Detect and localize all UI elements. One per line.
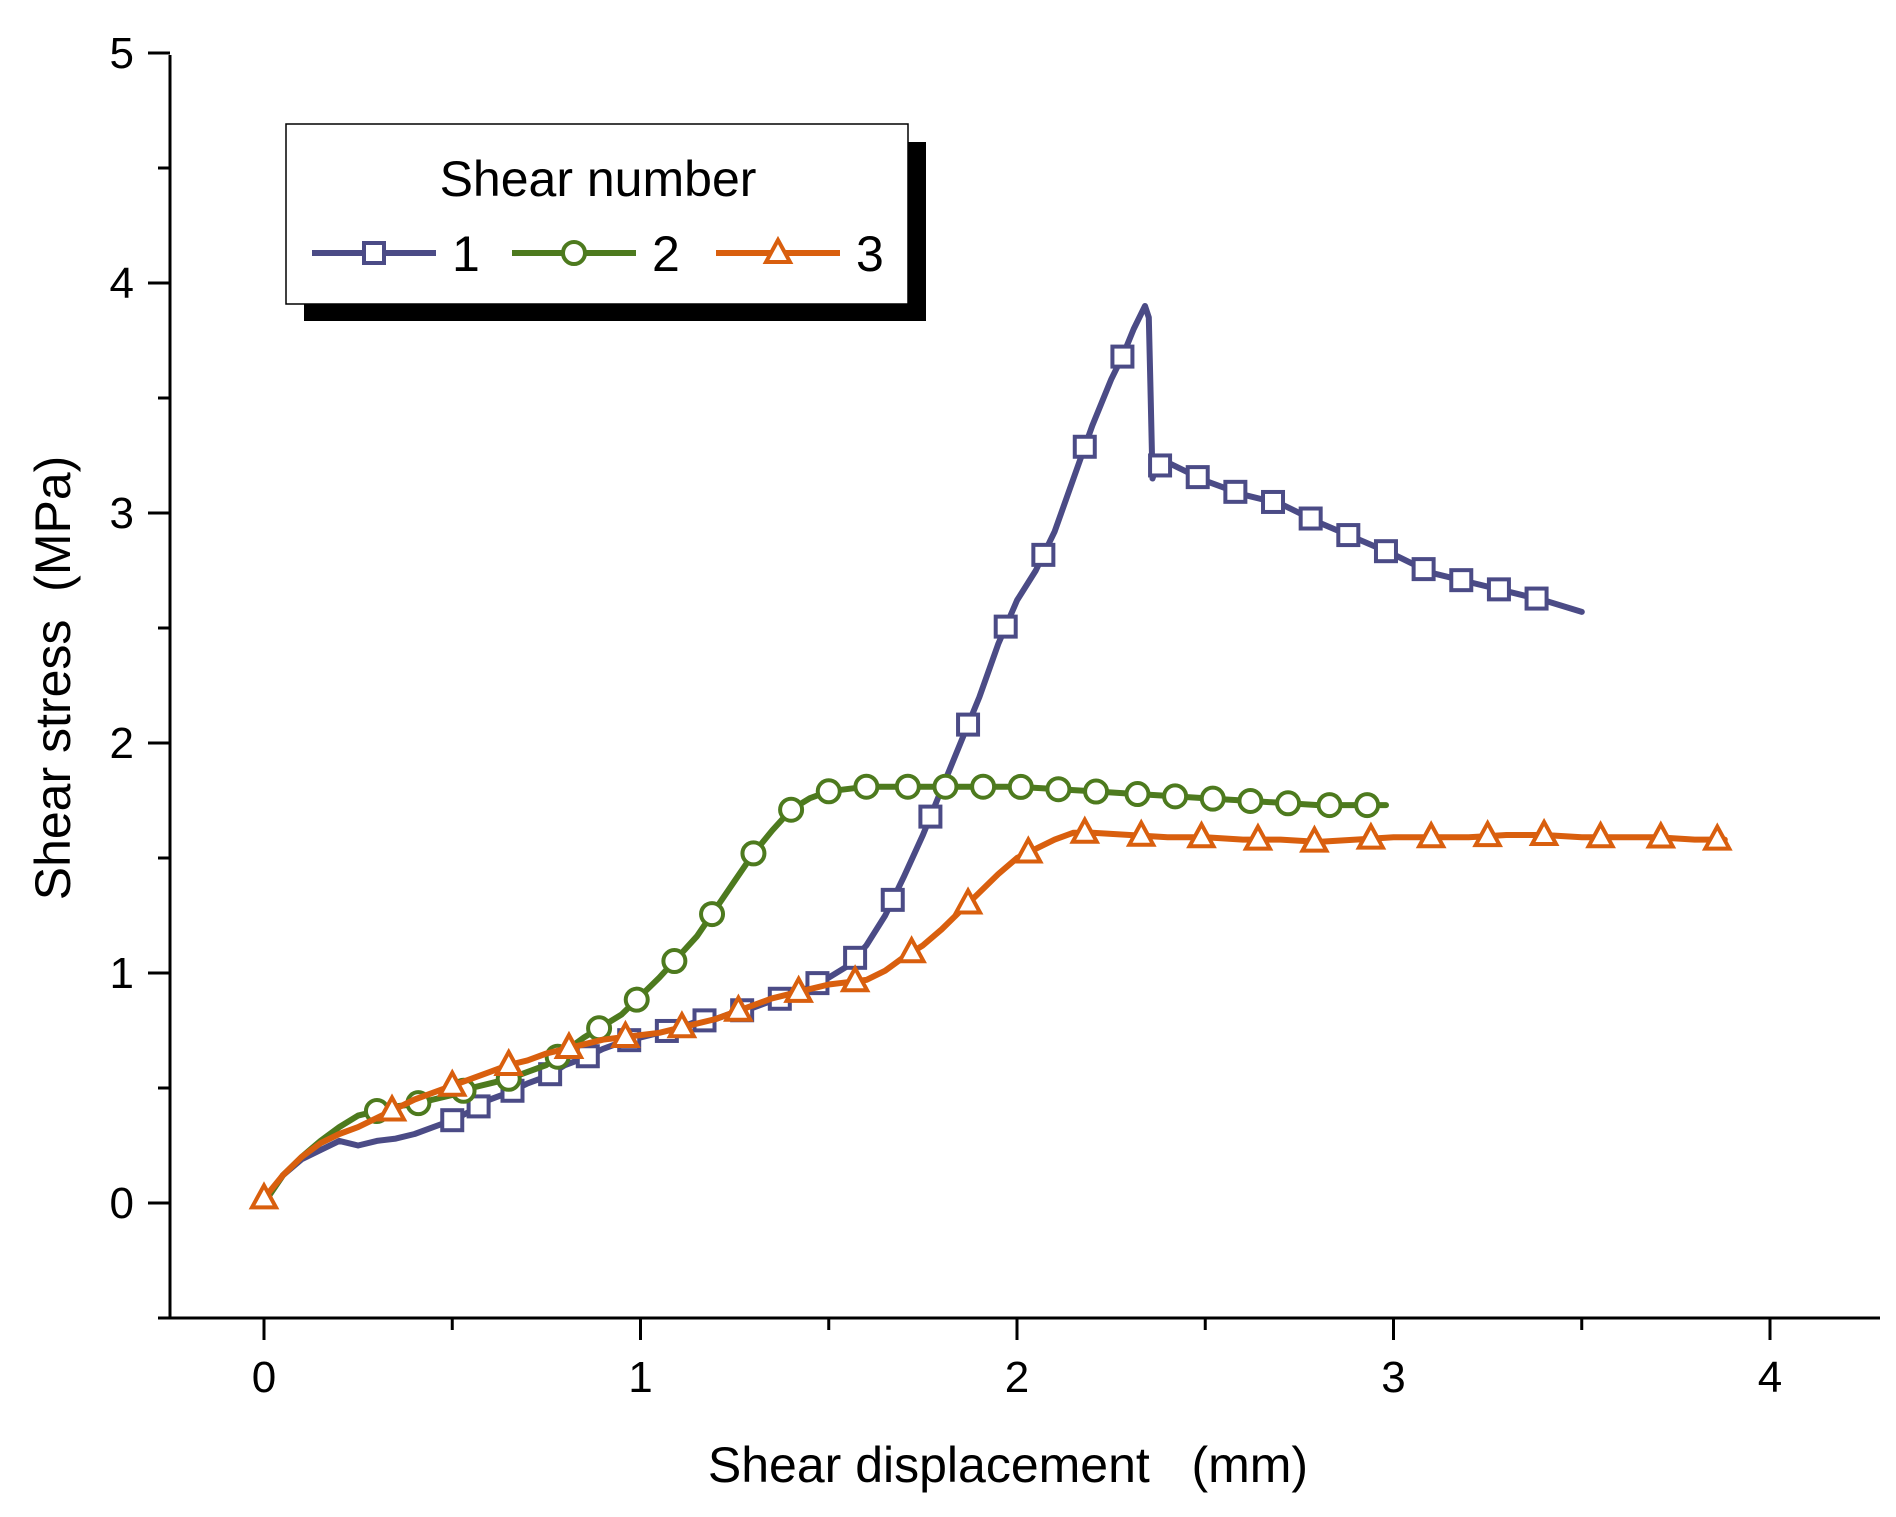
y-tick-label: 1: [110, 949, 134, 998]
series-3-point: [1125, 818, 1157, 847]
series-3-point: [376, 1093, 408, 1122]
series-2-point: [1237, 787, 1264, 814]
series-3-point: [248, 1181, 280, 1210]
series-2-point: [740, 840, 767, 867]
series-3-point: [1186, 820, 1217, 849]
series-1-point: [1072, 434, 1097, 459]
series-2-point: [932, 773, 959, 800]
series-3-point: [1299, 824, 1330, 853]
series-3-point: [723, 993, 754, 1022]
series-2-point: [1083, 778, 1110, 805]
series-3: [248, 815, 1733, 1210]
series-1-point: [880, 887, 905, 912]
series-2-point: [1275, 790, 1302, 817]
y-axis-title: Shear stress (MPa): [25, 456, 81, 901]
series-3-point: [1701, 822, 1733, 851]
series-2-point: [1354, 792, 1381, 819]
series-1-point: [466, 1094, 491, 1119]
y-tick-label: 4: [110, 259, 134, 308]
y-tick-label: 3: [110, 489, 134, 538]
series-1-point: [956, 712, 981, 737]
legend-swatch-marker-3: [762, 235, 794, 264]
series-1-point: [1524, 586, 1549, 611]
series-2-point: [623, 986, 650, 1013]
x-axis-title: Shear displacement (mm): [708, 1437, 1308, 1493]
series-1-point: [1110, 344, 1135, 369]
series-2-point: [661, 948, 688, 975]
series-2-point: [970, 773, 997, 800]
series-1-point: [1336, 523, 1361, 548]
series-3-point: [1472, 818, 1503, 848]
legend-items: 1 2 3: [312, 226, 884, 282]
series-3-point: [783, 974, 814, 1003]
series-3-point: [1645, 820, 1677, 849]
series-3-point: [1069, 815, 1101, 844]
series-3-point: [1528, 817, 1560, 846]
series-1-point: [1373, 539, 1398, 564]
series-2-point: [1199, 785, 1226, 812]
series-1-point: [1185, 465, 1210, 490]
series-2: [261, 773, 1389, 1206]
x-tick-label: 3: [1381, 1353, 1405, 1402]
series-3-line: [261, 829, 1728, 1202]
axes-layer: 0 1 2 3 4 0 1 2 3 4 5: [110, 29, 1880, 1402]
x-tick-label: 4: [1758, 1353, 1782, 1402]
series-3-point: [1355, 821, 1387, 850]
x-tick-label: 1: [628, 1353, 652, 1402]
series-2-point: [1162, 783, 1189, 810]
series-1-line: [261, 303, 1585, 1206]
series-2-point: [853, 773, 880, 800]
series-1-point: [440, 1108, 465, 1133]
series-1: [261, 303, 1585, 1206]
series-3-point: [666, 1010, 698, 1039]
series-3-point: [493, 1047, 525, 1076]
series-2-point: [894, 773, 921, 800]
y-tick-label: 5: [110, 29, 134, 78]
y-tick-label: 2: [110, 719, 134, 768]
series-1-point: [1148, 453, 1173, 478]
series-2-point: [778, 796, 805, 823]
series-3-point: [610, 1019, 641, 1048]
x-tick-label: 2: [1005, 1353, 1029, 1402]
series-1-point: [918, 804, 943, 829]
legend-label-1: 1: [452, 226, 480, 282]
series-1-point: [1486, 577, 1511, 602]
legend-label-3: 3: [856, 226, 884, 282]
y-tick-label: 0: [110, 1179, 134, 1228]
series-3-point: [896, 935, 927, 964]
series-3-point: [553, 1030, 585, 1059]
series-3-point: [436, 1068, 468, 1097]
series-2-point: [586, 1015, 613, 1042]
series-3-point: [1585, 820, 1616, 849]
series-2-point: [1045, 776, 1072, 803]
legend-swatch-marker-1: [362, 241, 386, 265]
legend-box: [285, 123, 909, 305]
series-1-point: [1411, 557, 1436, 582]
series-1-point: [1449, 568, 1474, 593]
series-layer: [248, 303, 1733, 1210]
series-1-point: [1261, 489, 1286, 514]
legend-swatch-marker-2: [561, 240, 587, 266]
legend: Shear number 1 2 3: [285, 123, 926, 321]
series-3-point: [1012, 835, 1044, 864]
legend-title: Shear number: [440, 151, 757, 207]
series-2-point: [1124, 781, 1151, 808]
series-2-point: [699, 901, 726, 928]
series-2-point: [815, 778, 842, 805]
series-3-point: [839, 964, 871, 993]
series-2-point: [1316, 792, 1343, 819]
series-1-point: [1223, 479, 1248, 504]
series-1-point: [993, 614, 1018, 639]
legend-label-2: 2: [652, 226, 680, 282]
series-2-point: [1007, 773, 1034, 800]
x-tick-label: 0: [252, 1353, 276, 1402]
series-1-point: [1031, 542, 1056, 567]
series-3-point: [1415, 820, 1447, 849]
series-3-point: [1242, 822, 1274, 851]
series-1-point: [1298, 506, 1323, 531]
series-3-point: [952, 886, 984, 915]
